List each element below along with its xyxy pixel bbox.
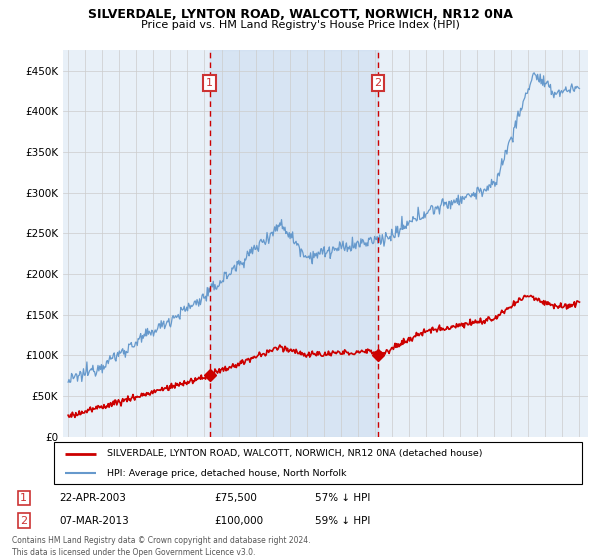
- Text: SILVERDALE, LYNTON ROAD, WALCOTT, NORWICH, NR12 0NA (detached house): SILVERDALE, LYNTON ROAD, WALCOTT, NORWIC…: [107, 449, 482, 458]
- Text: SILVERDALE, LYNTON ROAD, WALCOTT, NORWICH, NR12 0NA: SILVERDALE, LYNTON ROAD, WALCOTT, NORWIC…: [88, 8, 512, 21]
- Text: 2: 2: [374, 78, 382, 88]
- Text: £100,000: £100,000: [214, 516, 263, 526]
- Text: 1: 1: [20, 493, 28, 503]
- Bar: [210, 50, 378, 437]
- Text: Price paid vs. HM Land Registry's House Price Index (HPI): Price paid vs. HM Land Registry's House …: [140, 20, 460, 30]
- Text: £75,500: £75,500: [214, 493, 257, 503]
- Text: 2: 2: [20, 516, 28, 526]
- FancyBboxPatch shape: [54, 442, 582, 484]
- Text: 22-APR-2003: 22-APR-2003: [59, 493, 127, 503]
- Text: 1: 1: [206, 78, 213, 88]
- Text: 07-MAR-2013: 07-MAR-2013: [59, 516, 129, 526]
- Text: Contains HM Land Registry data © Crown copyright and database right 2024.
This d: Contains HM Land Registry data © Crown c…: [12, 536, 310, 557]
- Text: 57% ↓ HPI: 57% ↓ HPI: [315, 493, 370, 503]
- Text: HPI: Average price, detached house, North Norfolk: HPI: Average price, detached house, Nort…: [107, 469, 346, 478]
- Text: 59% ↓ HPI: 59% ↓ HPI: [315, 516, 370, 526]
